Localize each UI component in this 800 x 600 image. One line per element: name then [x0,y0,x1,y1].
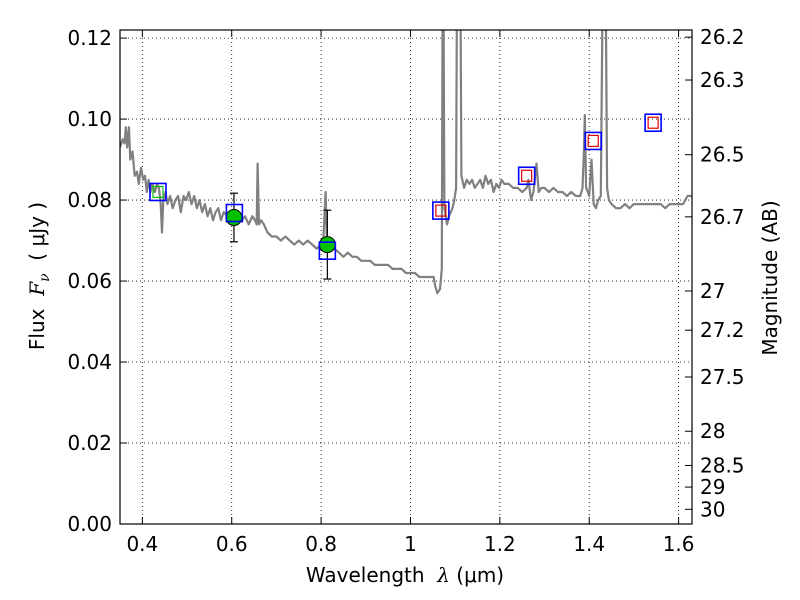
mag-tick-label: 26.5 [700,143,745,167]
detection-point [225,208,243,226]
mag-tick-label: 27.5 [700,365,745,389]
y-tick-label: 0.06 [67,269,112,293]
tick-marks [120,30,692,525]
tick-labels: 0.4 0.6 0.8 1 1.2 1.4 1.6 0.00 0.02 0.04 0.06 0.08 0… [67,25,744,556]
y-tick-label: 0.02 [67,431,112,455]
model-square-inner-red [587,134,599,148]
plot-frame [119,29,693,525]
model-square-inner-red [435,204,447,217]
y-tick-label: 0.08 [67,188,112,212]
model-square [644,113,662,133]
x-tick-label: 1 [404,532,417,556]
x-axis-label-symbol: λ [436,563,450,587]
y-tick-label: 0.10 [67,107,112,131]
y-axis-label: Flux Fν ( μJy ) [25,202,53,350]
y-tick-label: 0.12 [67,26,112,50]
y-tick-label: 0.00 [67,512,112,536]
x-tick-label: 1.2 [484,532,516,556]
x-tick-label: 0.4 [126,532,158,556]
x-tick-label: 0.6 [216,532,248,556]
model-square-inner-red [521,169,533,182]
mag-tick-label: 26.3 [700,68,745,92]
y-tick-label: 0.04 [67,350,112,374]
y-axis-label-units: ( μJy ) [25,202,49,274]
x-tick-label: 1.6 [663,532,695,556]
mag-tick-label: 26.7 [700,205,745,229]
y2-axis-label: Magnitude (AB) [758,200,782,355]
model-square [318,241,337,260]
y-axis-label-subscript: ν [37,273,53,282]
model-square [584,131,603,151]
x-tick-label: 1.4 [573,532,605,556]
model-square [225,203,244,223]
model-square-inner-green [152,185,164,199]
y-axis-label-prefix: Flux [25,296,49,350]
mag-tick-label: 27 [700,279,725,303]
x-axis-label: Wavelength λ (μm) [306,563,504,587]
detection-point [318,236,336,254]
mag-tick-label: 28.5 [700,453,745,477]
mag-tick-label: 26.2 [700,25,745,49]
model-square [432,201,450,220]
x-axis-label-units: (μm) [450,563,504,587]
model-square [517,166,536,186]
mag-tick-label: 27.2 [700,318,745,342]
x-tick-label: 0.8 [305,532,337,556]
mag-tick-label: 28 [700,419,725,443]
y-axis-label-symbol: F [25,281,49,297]
mag-tick-label: 29 [700,475,725,499]
plot-series [120,30,692,295]
model-square [149,182,167,202]
x-axis-label-prefix: Wavelength [306,563,437,587]
model-square-inner-red [647,116,659,129]
sed-line [120,30,692,295]
mag-tick-label: 30 [700,497,725,521]
